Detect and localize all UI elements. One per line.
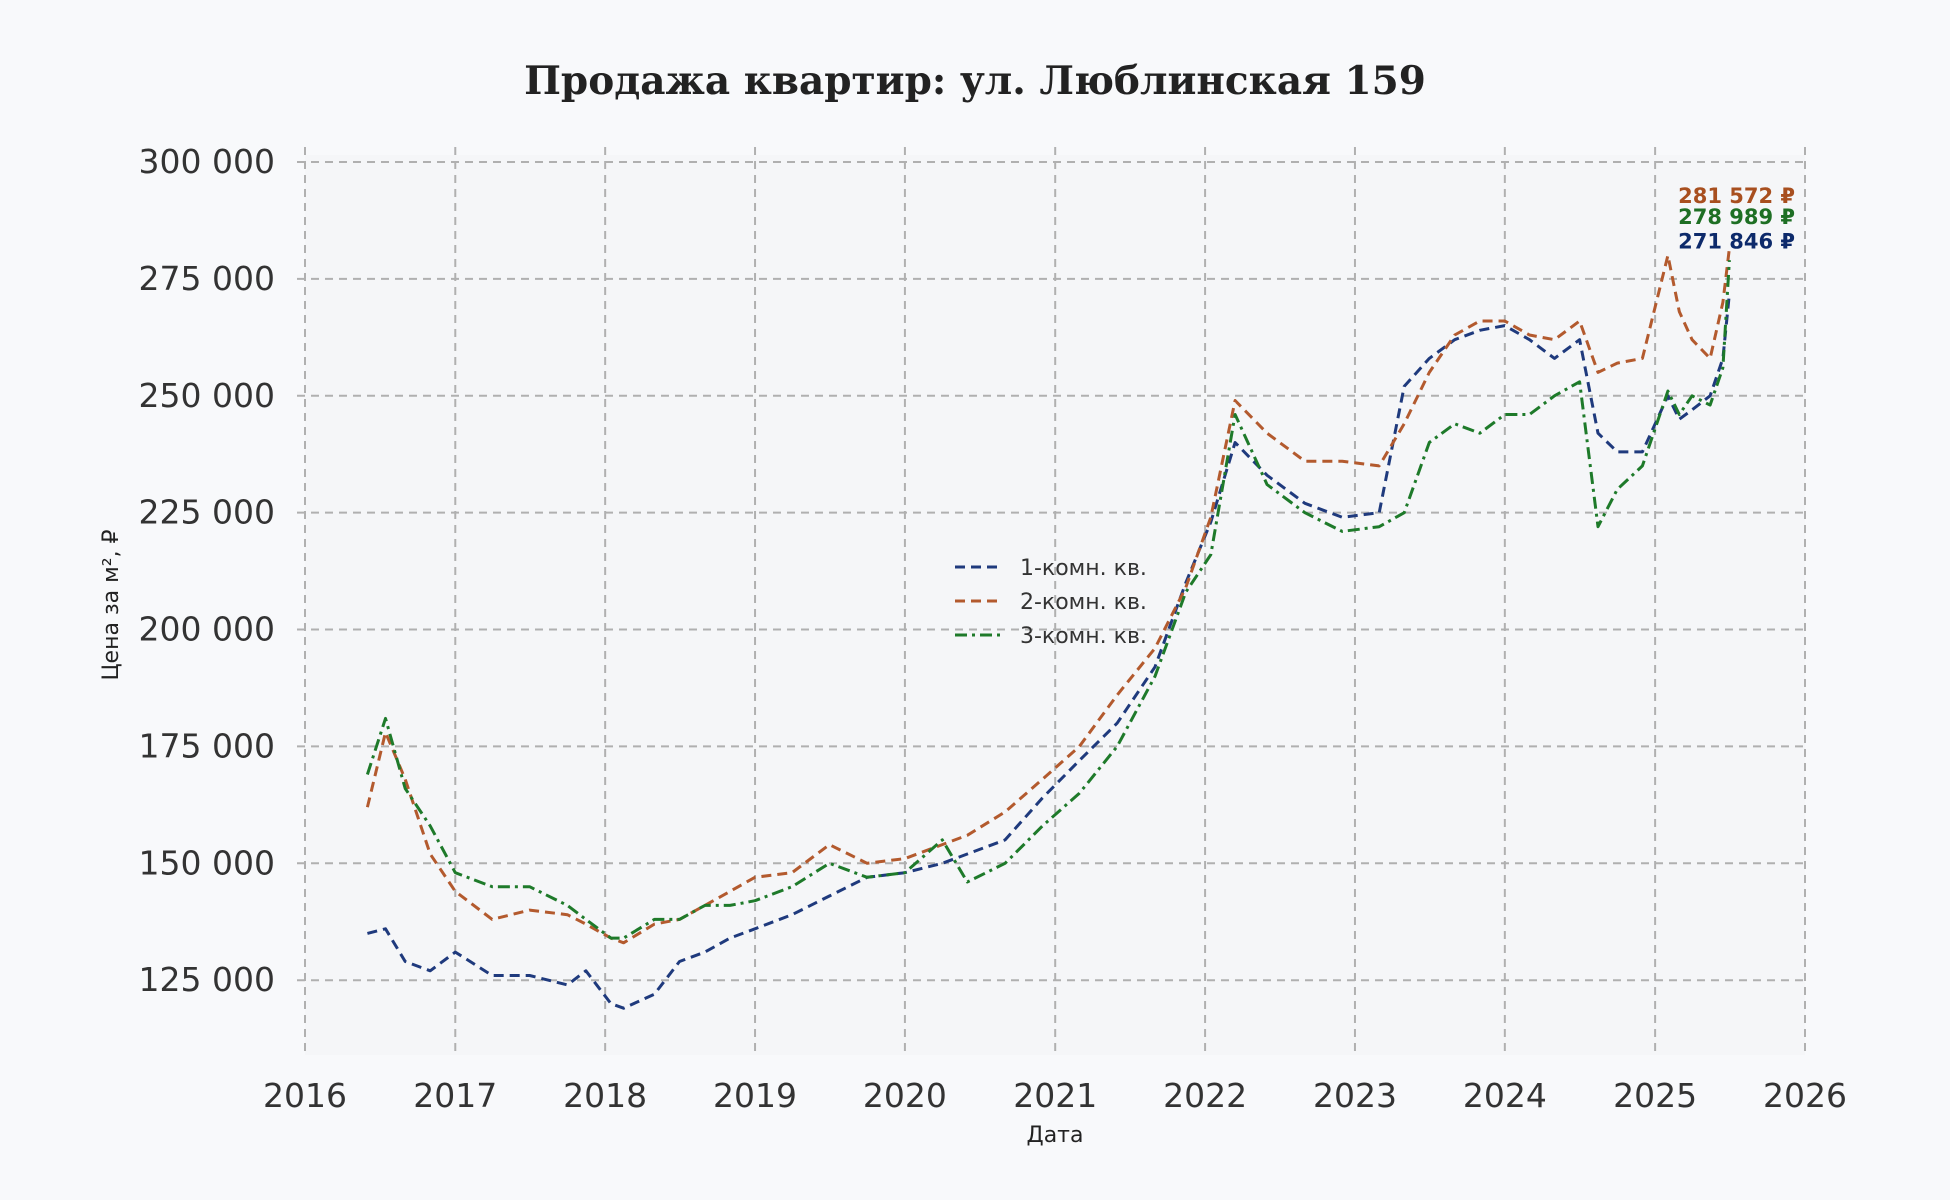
y-tick-label: 250 000 xyxy=(139,376,275,415)
y-tick-label: 225 000 xyxy=(139,493,275,532)
series-line-3 xyxy=(365,260,1731,940)
x-axis-label: Дата xyxy=(1027,1123,1084,1148)
y-tick-label: 125 000 xyxy=(139,960,275,999)
x-tick-label: 2022 xyxy=(1163,1076,1247,1115)
end-value-label: 278 989 ₽ xyxy=(1678,205,1795,229)
x-tick-label: 2017 xyxy=(413,1076,497,1115)
y-axis-label: Цена за м², ₽ xyxy=(99,529,124,680)
legend-label: 1-комн. кв. xyxy=(1020,556,1147,581)
y-tick-label: 175 000 xyxy=(139,726,275,765)
x-tick-label: 2021 xyxy=(1013,1076,1097,1115)
x-tick-label: 2023 xyxy=(1313,1076,1397,1115)
x-tick-label: 2025 xyxy=(1613,1076,1697,1115)
grid xyxy=(297,147,1806,1055)
y-tick-label: 275 000 xyxy=(139,259,275,298)
series-lines xyxy=(365,248,1731,1010)
x-tick-label: 2016 xyxy=(263,1076,347,1115)
x-tick-label: 2019 xyxy=(713,1076,797,1115)
y-tick-label: 150 000 xyxy=(139,843,275,882)
y-tick-label: 300 000 xyxy=(139,142,275,181)
chart-title: Продажа квартир: ул. Люблинская 159 xyxy=(524,58,1426,104)
end-value-labels: 281 572 ₽278 989 ₽271 846 ₽ xyxy=(1678,184,1795,253)
x-tick-label: 2020 xyxy=(863,1076,947,1115)
x-tick-label: 2026 xyxy=(1763,1076,1847,1115)
legend: 1-комн. кв. 2-комн. кв. 3-комн. кв. xyxy=(955,556,1147,649)
legend-label: 2-комн. кв. xyxy=(1020,590,1147,615)
y-axis-ticks: 125 000 150 000 175 000 200 000 225 000 250 0… xyxy=(139,142,275,999)
series-line-1 xyxy=(367,293,1731,1010)
end-value-label: 271 846 ₽ xyxy=(1678,230,1795,254)
x-axis-ticks: 2016 2017 2018 2019 2020 2021 2022 2023 2024 2025… xyxy=(263,1076,1847,1115)
end-value-label: 281 572 ₽ xyxy=(1678,184,1795,208)
legend-label: 3-комн. кв. xyxy=(1020,624,1147,649)
series-line-2 xyxy=(365,248,1731,945)
x-tick-label: 2018 xyxy=(563,1076,647,1115)
x-tick-label: 2024 xyxy=(1463,1076,1547,1115)
y-tick-label: 200 000 xyxy=(139,610,275,649)
